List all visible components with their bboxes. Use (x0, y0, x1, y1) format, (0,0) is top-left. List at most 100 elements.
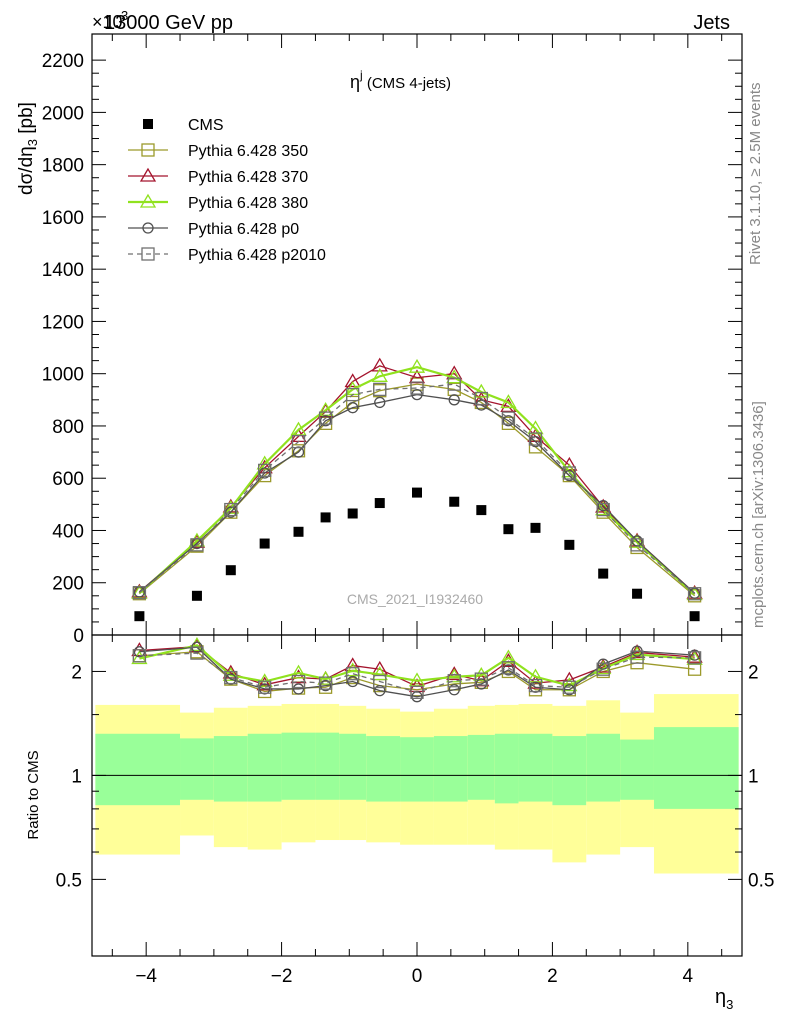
data-point (290, 669, 307, 684)
data-point (597, 658, 609, 670)
data-point (317, 670, 334, 685)
title-main: η (350, 72, 360, 92)
data-point (259, 467, 271, 479)
data-point (596, 662, 610, 676)
ratio-y-tick-label: 1 (71, 766, 82, 787)
data-point (373, 382, 387, 397)
data-point (191, 590, 202, 601)
data-point (141, 143, 155, 157)
inner-band-segment (620, 739, 654, 800)
data-point (347, 508, 358, 519)
data-point (447, 674, 461, 688)
data-point (447, 377, 461, 391)
data-point (410, 685, 424, 699)
series-line-2 (139, 644, 695, 687)
data-point (597, 500, 609, 512)
data-point (503, 524, 514, 535)
data-point (473, 383, 490, 398)
data-point (133, 646, 146, 658)
data-point (530, 522, 541, 533)
data-point (373, 674, 387, 689)
y-tick-label: 400 (52, 521, 84, 542)
series-line-3 (138, 366, 696, 596)
data-point (476, 505, 487, 516)
data-point (317, 403, 334, 418)
data-point (446, 668, 463, 683)
data-point (374, 396, 386, 409)
data-point (347, 675, 359, 688)
data-point (408, 358, 426, 373)
data-point (371, 666, 388, 681)
rivet-label: Rivet 3.1.10, ≥ 2.5M events (747, 83, 764, 266)
data-point (293, 526, 304, 537)
legend-label: CMS (188, 117, 224, 134)
legend-label: Pythia 6.428 370 (188, 169, 308, 186)
data-point (563, 684, 575, 696)
data-point (562, 466, 576, 480)
data-point (143, 119, 153, 129)
y-tick-label: 0 (73, 626, 84, 647)
data-point (410, 381, 424, 395)
data-point (501, 661, 516, 675)
data-point (689, 611, 700, 622)
data-point (446, 666, 463, 681)
data-point (448, 394, 460, 406)
data-point (258, 463, 272, 478)
x-tick-label: 0 (412, 966, 423, 987)
data-point (139, 167, 157, 182)
series-line-4 (139, 652, 695, 694)
plot-title: ηj (CMS 4-jets) (350, 68, 451, 92)
data-point (446, 369, 463, 384)
data-point (412, 487, 422, 498)
data-point (225, 506, 237, 518)
data-point (500, 649, 517, 664)
y-tick-label: 600 (52, 469, 84, 490)
data-point (318, 676, 333, 690)
data-point (319, 679, 332, 692)
data-point (291, 434, 306, 449)
data-point (688, 649, 701, 661)
y-tick-label: 1600 (42, 208, 84, 229)
y-tick-label: 200 (52, 574, 84, 595)
x-tick-label: 2 (547, 966, 558, 987)
data-point (291, 674, 306, 689)
data-point (687, 651, 702, 665)
data-point (474, 672, 488, 686)
data-point (628, 646, 646, 661)
data-point (374, 498, 385, 509)
inner-band-segment (400, 737, 434, 802)
data-point (528, 678, 543, 693)
y-tick-label: 2200 (42, 51, 84, 72)
category-label: Jets (693, 12, 730, 34)
inner-band-segment (433, 736, 468, 802)
y-tick-label: 800 (52, 417, 84, 438)
data-point (632, 588, 643, 599)
ratio-y-tick-label-right: 0.5 (748, 870, 774, 891)
data-point (561, 463, 578, 478)
data-point (563, 469, 575, 482)
data-point (256, 455, 273, 470)
data-point (473, 666, 490, 681)
x-axis-label: η3 (715, 986, 733, 1012)
y-tick-label: 1200 (42, 312, 84, 333)
data-point (500, 394, 517, 409)
legend-label: Pythia 6.428 380 (188, 195, 308, 212)
inner-band-segment (315, 732, 340, 800)
data-point (344, 662, 361, 677)
legend: CMS Pythia 6.428 350 Pythia 6.428 370 Pythi… (128, 117, 326, 264)
x-tick-label: −2 (271, 966, 293, 987)
inner-band-segment (281, 732, 316, 800)
data-point (448, 684, 460, 696)
data-point (134, 611, 145, 622)
ratio-y-tick-label-right: 2 (748, 662, 759, 683)
exponent-power: 3 (121, 8, 128, 23)
data-point (131, 650, 148, 665)
data-point (258, 680, 272, 694)
data-point (374, 684, 386, 697)
data-point (224, 502, 238, 517)
data-point (501, 411, 516, 425)
data-point (371, 357, 388, 372)
mcplots-label: mcplots.cern.ch [arXiv:1306.3436] (750, 401, 767, 628)
data-point (346, 395, 360, 410)
